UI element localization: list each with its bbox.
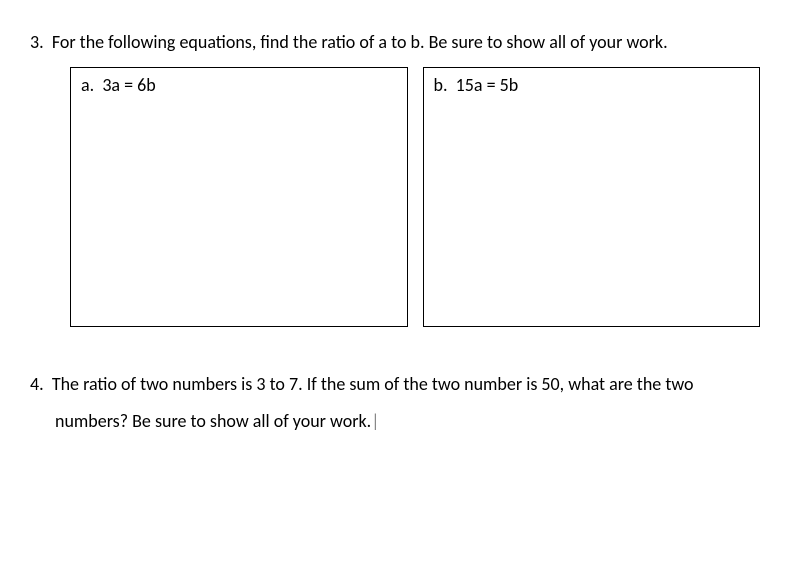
answer-boxes-row: a. 3a = 6b b. 15a = 5b xyxy=(25,67,775,327)
question-4-line2: numbers? Be sure to show all of your wor… xyxy=(55,410,371,432)
box-b-content: b. 15a = 5b xyxy=(434,74,750,96)
box-b-label: b. xyxy=(434,74,448,96)
question-4: 4. The ratio of two numbers is 3 to 7. I… xyxy=(25,372,775,434)
question-4-line1-row: 4. The ratio of two numbers is 3 to 7. I… xyxy=(25,372,775,397)
box-a-content: a. 3a = 6b xyxy=(81,74,397,96)
question-3: 3. For the following equations, find the… xyxy=(25,30,775,327)
question-3-number: 3. xyxy=(30,31,44,53)
text-cursor-icon: | xyxy=(371,410,379,432)
answer-box-b: b. 15a = 5b xyxy=(423,67,761,327)
question-3-prompt: 3. For the following equations, find the… xyxy=(25,30,775,55)
answer-box-a: a. 3a = 6b xyxy=(70,67,408,327)
box-b-equation: 15a = 5b xyxy=(456,74,519,96)
question-3-text: For the following equations, find the ra… xyxy=(52,31,668,53)
question-4-number: 4. xyxy=(30,373,44,395)
question-4-line1: The ratio of two numbers is 3 to 7. If t… xyxy=(52,373,694,395)
box-a-equation: 3a = 6b xyxy=(102,74,155,96)
box-a-label: a. xyxy=(81,74,94,96)
question-4-line2-row: numbers? Be sure to show all of your wor… xyxy=(25,409,775,434)
